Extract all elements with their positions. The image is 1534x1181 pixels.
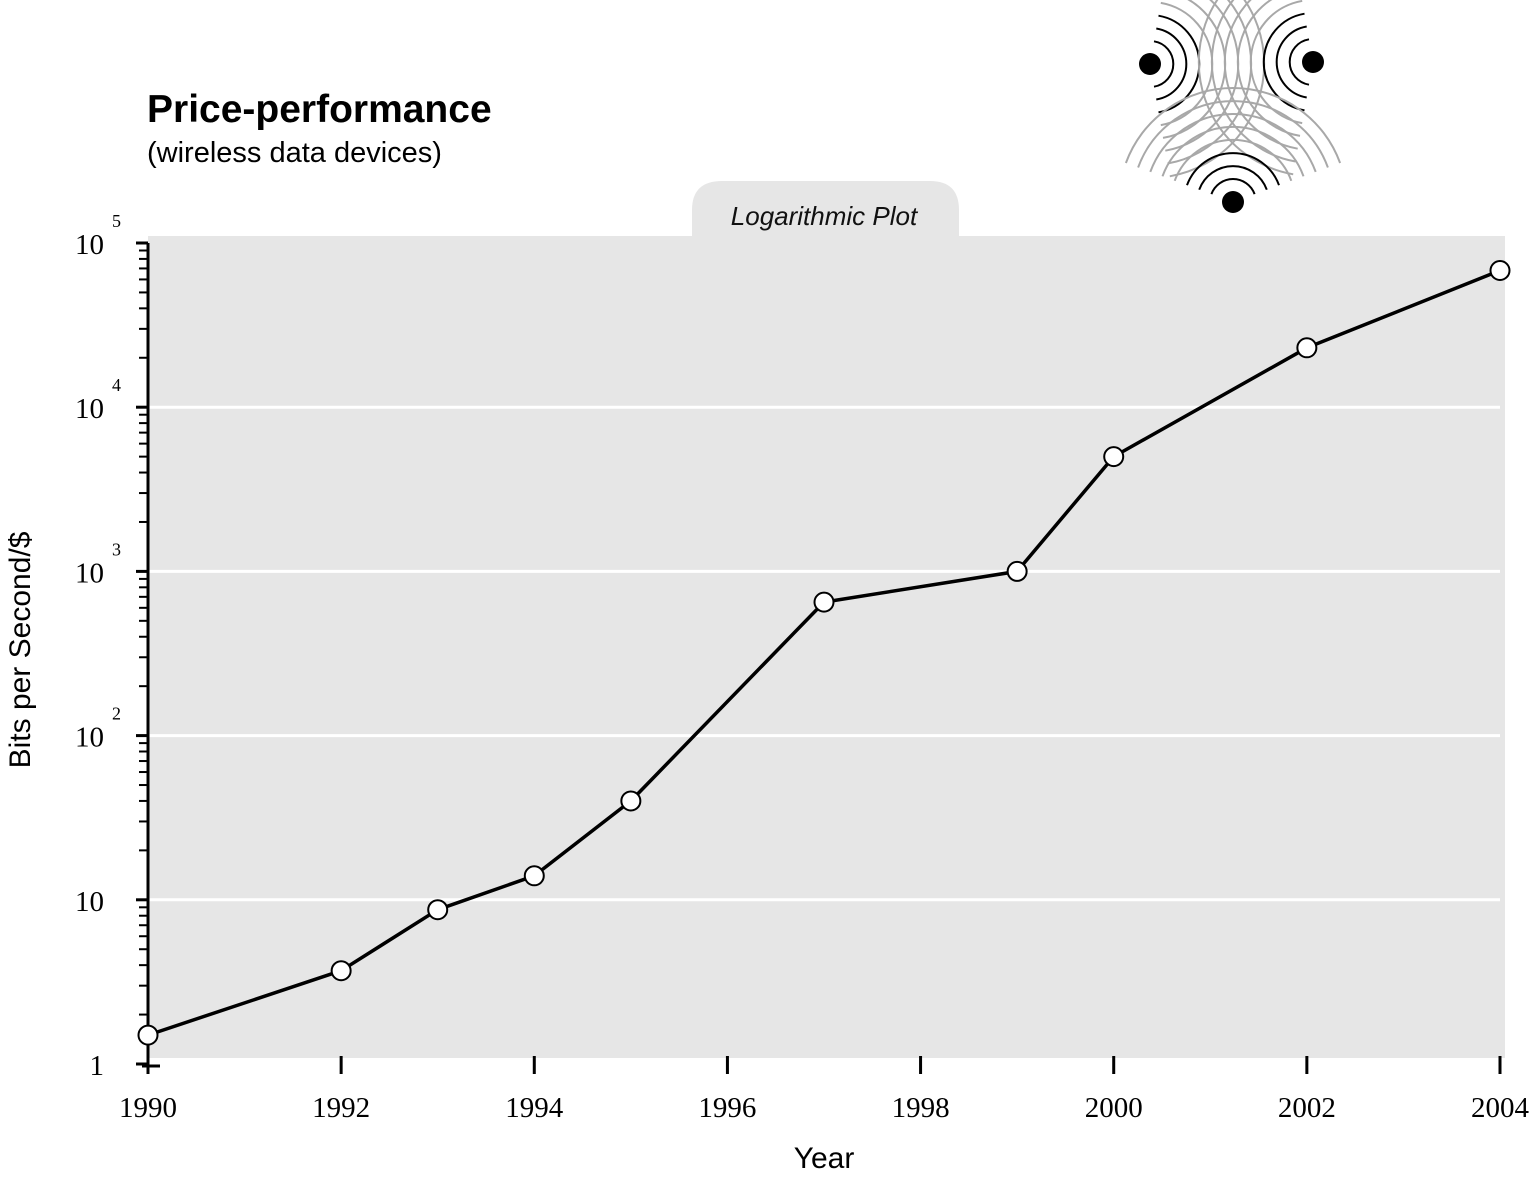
x-tick-label: 1992 bbox=[312, 1092, 370, 1124]
signal-arc bbox=[1186, 152, 1280, 186]
data-point bbox=[620, 790, 642, 812]
signal-arc bbox=[1153, 40, 1175, 88]
y-axis: 1 10 10 2 10 3 10 4 10 5 bbox=[75, 211, 150, 1082]
x-axis: 1990 1992 1994 1996 1998 2000 2002 2004 bbox=[119, 1056, 1530, 1124]
signal-arc bbox=[1210, 178, 1256, 195]
signal-arc bbox=[1210, 0, 1296, 163]
annotation-label: Logarithmic Plot bbox=[731, 201, 919, 231]
y-axis-title: Bits per Second/$ bbox=[4, 531, 37, 768]
signal-arc bbox=[1173, 138, 1293, 182]
data-point bbox=[137, 1024, 159, 1046]
signal-arc bbox=[1249, 0, 1303, 125]
signal-arc bbox=[1156, 27, 1188, 101]
y-tick-label: 10 bbox=[75, 886, 104, 918]
y-tick-label: 1 bbox=[90, 1050, 105, 1082]
signal-arc bbox=[1149, 112, 1317, 173]
y-tick-label: 10 bbox=[75, 393, 104, 425]
x-axis-title: Year bbox=[794, 1142, 855, 1175]
y-tick-exponent: 5 bbox=[112, 211, 121, 231]
signal-arc bbox=[1275, 25, 1307, 99]
plot-area bbox=[148, 236, 1505, 1058]
signal-arc bbox=[1161, 125, 1305, 177]
data-point bbox=[1296, 337, 1318, 359]
signal-arc bbox=[1223, 0, 1298, 150]
signal-arc bbox=[1198, 165, 1268, 191]
chart-title: Price-performance bbox=[147, 88, 492, 131]
x-tick-label: 1996 bbox=[698, 1092, 756, 1124]
data-point bbox=[427, 899, 449, 921]
data-point bbox=[330, 960, 352, 982]
y-tick-exponent: 2 bbox=[112, 704, 121, 724]
y-tick-exponent: 3 bbox=[112, 539, 121, 559]
gridlines bbox=[148, 405, 1500, 902]
signal-dot bbox=[1139, 53, 1161, 75]
x-tick-label: 1994 bbox=[505, 1092, 564, 1124]
chart-subtitle: (wireless data devices) bbox=[147, 137, 442, 169]
signal-dot bbox=[1302, 51, 1324, 73]
signal-arc bbox=[1137, 100, 1329, 168]
annotation-tab bbox=[692, 181, 959, 237]
x-tick-label: 1990 bbox=[119, 1092, 177, 1124]
wireless-signal-icon bbox=[1124, 0, 1342, 213]
signal-arc bbox=[1262, 12, 1305, 112]
y-tick-label: 10 bbox=[75, 722, 104, 754]
signal-arc bbox=[1236, 0, 1301, 137]
x-tick-label: 1998 bbox=[892, 1092, 950, 1124]
y-tick-label: 10 bbox=[75, 557, 104, 589]
series-line bbox=[147, 268, 1501, 1037]
y-tick-exponent: 4 bbox=[112, 375, 121, 395]
data-point bbox=[813, 591, 835, 613]
signal-dot bbox=[1222, 191, 1244, 213]
signal-arc bbox=[1124, 87, 1342, 164]
series-line-group bbox=[137, 260, 1511, 1046]
x-tick-label: 2002 bbox=[1278, 1092, 1336, 1124]
data-point bbox=[1006, 560, 1028, 582]
y-tick-label: 10 bbox=[75, 229, 104, 261]
data-point bbox=[523, 865, 545, 887]
x-tick-label: 2004 bbox=[1471, 1092, 1530, 1124]
x-tick-label: 2000 bbox=[1085, 1092, 1143, 1124]
data-point bbox=[1103, 446, 1125, 468]
signal-arc bbox=[1288, 38, 1310, 86]
data-point bbox=[1489, 260, 1511, 282]
